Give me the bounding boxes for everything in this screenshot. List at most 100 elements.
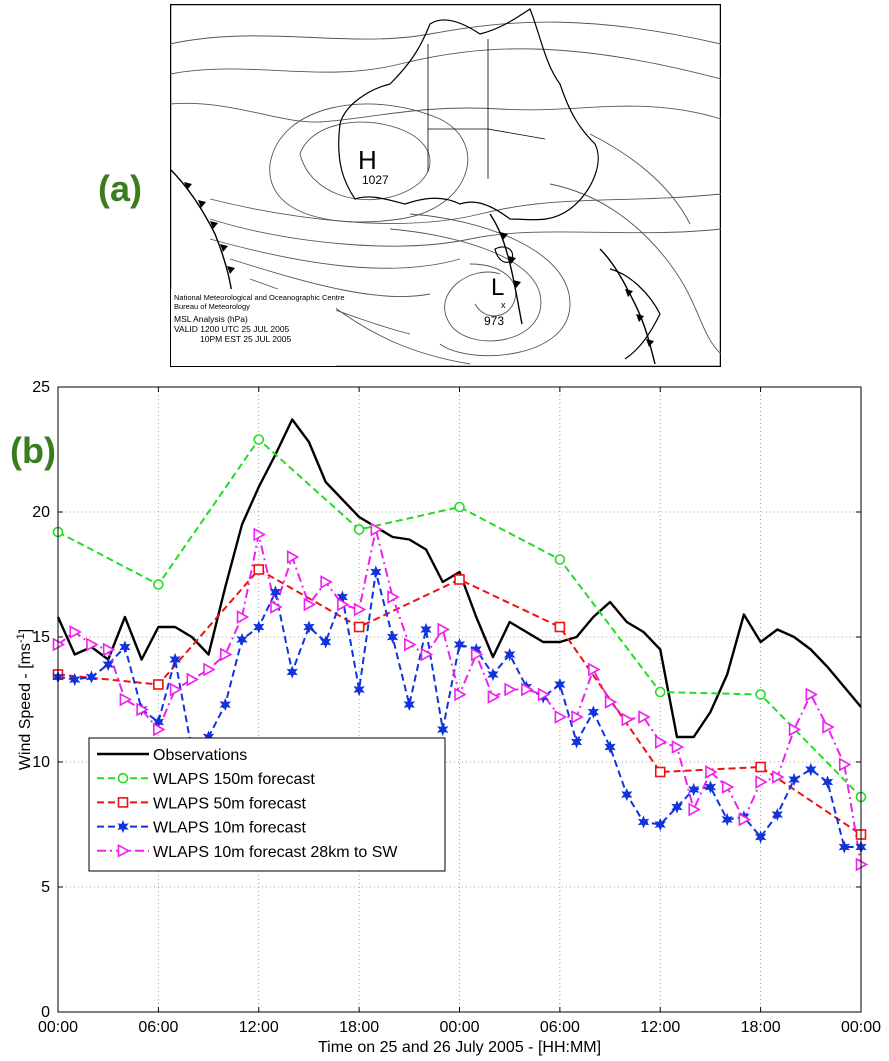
series-4-point — [236, 610, 250, 624]
series-4-point — [604, 695, 618, 709]
series-4-point — [755, 775, 768, 789]
series-3-point — [403, 697, 416, 712]
series-4-point — [588, 662, 601, 677]
x-tick-label: 18:00 — [339, 1019, 379, 1036]
y-tick-label: 20 — [32, 504, 50, 521]
x-tick-label: 06:00 — [138, 1019, 178, 1036]
isobar-lines — [170, 21, 721, 365]
legend: Observations WLAPS 150m forecast WLAPS 50m… — [88, 737, 446, 872]
series-3-point — [838, 840, 850, 854]
series-1-point — [153, 579, 164, 590]
series-1-point — [253, 434, 265, 445]
x-tick-label: 00:00 — [439, 1019, 479, 1036]
legend-swatch-marker — [117, 797, 129, 808]
series-4-point — [654, 735, 668, 749]
series-3-point — [169, 652, 181, 667]
x-tick-label: 12:00 — [239, 1019, 279, 1036]
y-tick-label: 10 — [32, 754, 50, 771]
panel-label-a: (a) — [98, 168, 142, 209]
series-line-1 — [57, 438, 862, 798]
series-2-point — [253, 564, 265, 575]
y-axis-title-superscript: -1 — [15, 633, 27, 643]
series-3-point — [269, 585, 282, 599]
series-4-point — [286, 550, 300, 564]
series-1-point — [454, 501, 465, 513]
series-3-point — [420, 622, 432, 637]
map-caption-line: MSL Analysis (hPa) — [174, 314, 248, 324]
series-4-point — [470, 647, 484, 662]
y-tick-label: 5 — [41, 879, 50, 896]
series-4-point — [153, 722, 166, 737]
y-axis-title-bracket: ] — [17, 629, 34, 633]
legend-label: WLAPS 10m forecast — [153, 820, 307, 837]
series-4-point — [320, 575, 333, 589]
x-tick-label: 06:00 — [540, 1019, 580, 1036]
series-2-point — [353, 621, 365, 633]
series-3-point — [771, 807, 784, 822]
series-4-point — [353, 602, 367, 617]
series-4-point — [638, 710, 651, 724]
state-borders — [427, 39, 546, 179]
map-caption: National Meteorological and Oceanographi… — [171, 289, 345, 366]
series-2-point — [755, 761, 766, 773]
x-tick-label: 12:00 — [640, 1019, 680, 1036]
series-3-point — [503, 647, 516, 662]
series-3-point — [487, 667, 499, 682]
series-4-point — [219, 647, 233, 662]
series-3-point — [286, 665, 298, 679]
low-center-marker: x — [501, 300, 506, 310]
map-caption-line: Bureau of Meteorology — [174, 302, 250, 311]
series-4-point — [688, 802, 701, 817]
front-barbs — [184, 182, 654, 347]
series-2-point — [153, 679, 164, 690]
legend-label: WLAPS 10m forecast 28km to SW — [153, 844, 398, 861]
series-3-point — [688, 782, 700, 797]
axis-ticks: 00:00 06:00 12:00 18:00 00:00 06:00 12:00 18:00… — [32, 379, 881, 1036]
panel-label-b: (b) — [10, 430, 56, 471]
series-4-point — [270, 600, 283, 614]
series-3-point — [604, 740, 616, 754]
series-3-point — [253, 620, 265, 634]
series-4-point — [705, 765, 718, 779]
series-4-point — [454, 687, 467, 702]
series-2-point — [554, 621, 566, 633]
legend-label: WLAPS 50m forecast — [153, 795, 307, 812]
series-3-point — [85, 670, 98, 684]
series-3-point — [69, 672, 81, 687]
series-3-point — [570, 735, 583, 749]
map-caption-line: VALID 1200 UTC 25 JUL 2005 — [174, 324, 290, 334]
series-4-point — [370, 522, 384, 537]
series-3-point — [654, 817, 666, 832]
series-3-point — [303, 620, 315, 634]
series-4-point — [772, 770, 785, 784]
series-4-point — [119, 692, 133, 707]
legend-label: WLAPS 150m forecast — [153, 771, 315, 788]
y-tick-label: 25 — [32, 379, 50, 396]
series-line-0 — [56, 418, 862, 739]
series-4-point — [420, 647, 434, 662]
series-3-point — [587, 705, 600, 719]
series-3-point — [671, 800, 683, 814]
series-3-point — [788, 772, 800, 787]
high-pressure-value: 1027 — [362, 173, 389, 187]
series-3-point — [102, 657, 114, 672]
legend-swatch-marker — [117, 820, 129, 834]
series-3-point — [637, 815, 650, 829]
series-4-point — [571, 710, 584, 724]
series-2-point — [454, 574, 465, 585]
series-3-point — [704, 780, 717, 794]
legend-box — [88, 737, 446, 872]
series-4-point — [788, 722, 802, 737]
series-3-point — [386, 630, 399, 644]
series-4-point — [387, 590, 400, 604]
series-2-point — [654, 766, 666, 778]
series-4-point — [621, 712, 634, 727]
series-1-point — [654, 686, 666, 698]
series-4-point — [136, 702, 149, 717]
series-1-point — [755, 689, 766, 700]
series-3-point — [370, 565, 382, 579]
series-3-point — [119, 640, 131, 654]
series-1-point — [554, 554, 566, 565]
legend-swatch-marker — [117, 772, 129, 784]
series-4-point — [437, 622, 450, 637]
